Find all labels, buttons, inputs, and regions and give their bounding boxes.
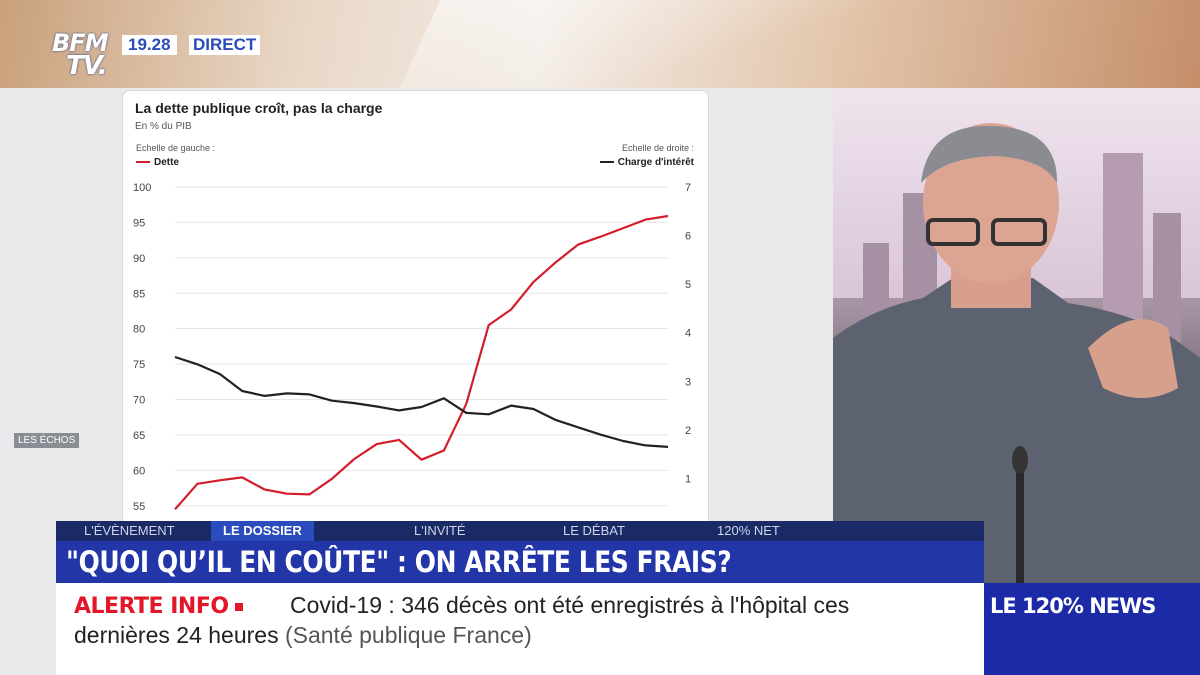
- legend-left-caption: Echelle de gauche :: [136, 143, 216, 153]
- tab-dossier: LE DOSSIER: [211, 521, 314, 541]
- y-right-tick-label: 1: [685, 473, 691, 485]
- logo-line-2: TV.: [66, 51, 108, 81]
- headline-text: "QUOI QU’IL EN COÛTE" : ON ARRÊTE LES FR…: [66, 545, 732, 579]
- program-tabs: L'ÉVÈNEMENT LE DOSSIER L'INVITÉ LE DÉBAT…: [56, 521, 984, 541]
- y-right-tick-label: 5: [685, 279, 691, 291]
- headline-banner: "QUOI QU’IL EN COÛTE" : ON ARRÊTE LES FR…: [56, 541, 984, 583]
- line-chart: 10095908580757065605576543210: [133, 182, 691, 531]
- y-left-tick-label: 70: [133, 395, 145, 407]
- series-line-dette: [174, 214, 669, 511]
- alert-label-text: ALERTE INFO: [74, 594, 229, 619]
- bfmtv-logo: BFM TV.: [52, 31, 114, 89]
- y-left-tick-label: 60: [133, 465, 145, 477]
- y-left-tick-label: 55: [133, 501, 145, 513]
- chart-panel: La dette publique croît, pas la charge E…: [122, 90, 709, 532]
- source-badge: LES ÉCHOS: [14, 433, 80, 448]
- studio-camera-view: [833, 88, 1200, 583]
- y-left-tick-label: 65: [133, 430, 145, 442]
- tab-120-net: 120% NET: [717, 523, 780, 538]
- y-left-tick-label: 100: [133, 182, 151, 194]
- live-label: DIRECT: [189, 35, 261, 55]
- news-brand-box: LE 120% NEWS: [984, 583, 1200, 675]
- legend-series-dette: Dette: [136, 157, 179, 168]
- y-left-tick-label: 75: [133, 359, 145, 371]
- ticker-line-2-text: dernières 24 heures: [74, 622, 279, 648]
- legend-series-charge: Charge d'intérêt: [600, 157, 694, 168]
- y-left-tick-label: 80: [133, 324, 145, 336]
- ticker-line-1: Covid-19 : 346 décès ont été enregistrés…: [290, 592, 850, 618]
- logo-line-1: BFM: [52, 29, 109, 57]
- series-line-charge: [174, 355, 669, 448]
- y-right-tick-label: 2: [685, 425, 691, 437]
- tab-evenement: L'ÉVÈNEMENT: [84, 523, 175, 538]
- tab-debat: LE DÉBAT: [563, 523, 625, 538]
- y-right-tick-label: 6: [685, 231, 691, 243]
- chart-title: La dette publique croît, pas la charge: [135, 100, 383, 116]
- ticker-line-2: dernières 24 heures (Santé publique Fran…: [74, 622, 532, 649]
- legend-right-caption: Echelle de droite :: [621, 143, 694, 153]
- y-right-tick-label: 3: [685, 376, 691, 388]
- news-ticker: ALERTE INFO Covid-19 : 346 décès ont été…: [56, 583, 984, 675]
- y-left-tick-label: 90: [133, 253, 145, 265]
- tab-invite: L'INVITÉ: [414, 523, 466, 538]
- y-right-tick-label: 4: [685, 328, 691, 340]
- news-brand-label: LE 120% NEWS: [990, 594, 1156, 618]
- chart-subtitle: En % du PIB: [135, 121, 192, 132]
- ticker-source: (Santé publique France): [284, 622, 532, 648]
- y-right-tick-label: 7: [685, 182, 691, 194]
- alert-square-icon: [234, 603, 243, 611]
- y-left-tick-label: 95: [133, 217, 145, 229]
- top-banner: [0, 0, 1200, 88]
- y-left-tick-label: 85: [133, 288, 145, 300]
- alert-info-label: ALERTE INFO: [74, 594, 243, 619]
- broadcast-time: 19.28: [122, 35, 177, 55]
- guest-silhouette: [833, 123, 1200, 583]
